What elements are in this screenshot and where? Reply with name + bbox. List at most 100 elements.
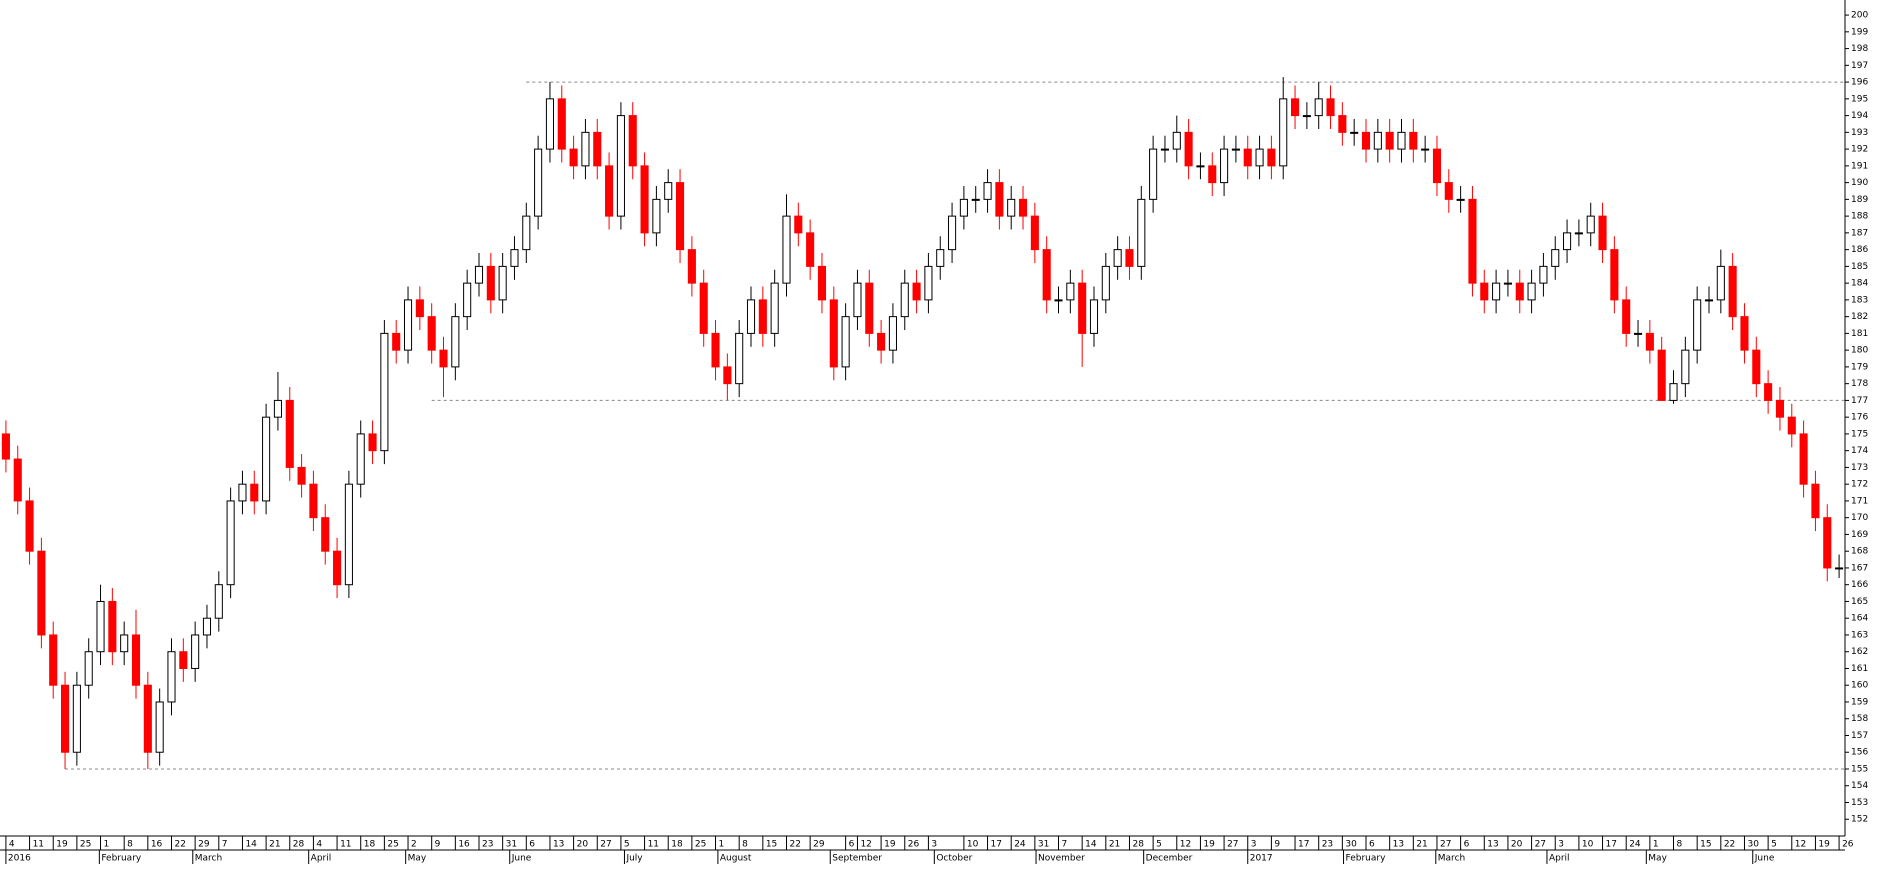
x-tick-label: 31 — [1038, 840, 1049, 850]
x-tick-label: 27 — [1227, 840, 1238, 850]
candle-body — [699, 282, 708, 334]
candle-body — [1811, 483, 1820, 519]
y-tick-label: 193 — [1851, 128, 1868, 138]
x-tick-label: 7 — [222, 840, 228, 850]
candle-body — [1291, 98, 1300, 117]
period-label: May — [408, 854, 427, 864]
candle-body — [427, 316, 436, 351]
candle-body — [593, 131, 602, 167]
y-tick-label: 171 — [1851, 496, 1868, 506]
candle-body — [1468, 198, 1477, 284]
x-tick-label: 27 — [1535, 840, 1546, 850]
candle-body — [569, 148, 578, 167]
candle-body — [191, 634, 200, 669]
candle-body — [1385, 131, 1394, 150]
candle-body — [120, 634, 129, 653]
candle-body — [1137, 198, 1146, 267]
y-tick-label: 182 — [1851, 312, 1868, 322]
candle-body — [888, 316, 897, 351]
candle-body — [605, 165, 614, 217]
candle-body — [1669, 383, 1678, 401]
candle-body — [1231, 148, 1240, 151]
candle-body — [474, 265, 484, 284]
candle-body — [1480, 282, 1489, 301]
candle-body — [1089, 299, 1099, 334]
candle-body — [758, 299, 767, 334]
y-tick-label: 157 — [1851, 731, 1868, 741]
y-tick-label: 172 — [1851, 480, 1868, 490]
y-tick-label: 152 — [1851, 815, 1868, 825]
period-label: 2016 — [8, 854, 31, 864]
candle-body — [1397, 131, 1406, 150]
x-tick-label: 25 — [695, 840, 706, 850]
candle-body — [486, 265, 495, 301]
candle-body — [664, 182, 673, 200]
y-tick-label: 161 — [1851, 664, 1868, 674]
candle-body — [403, 299, 413, 351]
candle-body — [936, 249, 945, 267]
period-label: August — [720, 854, 752, 864]
candle-body — [61, 684, 70, 753]
candle-body — [131, 634, 141, 686]
candle-body — [959, 198, 968, 217]
candle-body — [1350, 131, 1359, 134]
y-tick-label: 180 — [1851, 346, 1868, 356]
x-tick-label: 15 — [1700, 840, 1711, 850]
candle-body — [806, 232, 815, 267]
x-tick-label: 22 — [789, 840, 800, 850]
candle-body — [1598, 215, 1607, 251]
y-tick-label: 153 — [1851, 798, 1868, 808]
candle-body — [1302, 115, 1311, 118]
candle-body — [1409, 131, 1418, 150]
candle-body — [309, 483, 318, 519]
x-tick-label: 14 — [1085, 840, 1097, 850]
period-label: April — [311, 854, 332, 864]
candle-body — [616, 115, 625, 217]
y-tick-label: 166 — [1851, 580, 1868, 590]
x-tick-label: 27 — [1440, 840, 1451, 850]
candle-body — [463, 282, 472, 318]
y-tick-label: 199 — [1851, 27, 1868, 37]
candle-body — [1279, 98, 1288, 167]
candle-body — [1101, 265, 1110, 301]
x-tick-label: 16 — [458, 840, 470, 850]
candle-body — [1515, 282, 1524, 301]
candle-body — [1172, 131, 1181, 150]
x-tick-label: 3 — [931, 840, 937, 850]
candle-body — [108, 600, 117, 653]
y-tick-label: 190 — [1851, 178, 1868, 188]
y-tick-label: 162 — [1851, 647, 1868, 657]
y-tick-label: 179 — [1851, 362, 1868, 372]
candle-body — [1657, 349, 1666, 401]
candle-body — [1775, 399, 1784, 418]
candle-body — [285, 399, 294, 468]
x-tick-label: 5 — [1156, 840, 1162, 850]
candle-body — [344, 483, 353, 586]
x-tick-label: 1 — [719, 840, 725, 850]
candle-body — [392, 332, 401, 351]
x-tick-label: 4 — [316, 840, 322, 850]
candle-body — [1799, 433, 1808, 485]
period-label: March — [195, 854, 222, 864]
y-tick-label: 165 — [1851, 597, 1868, 607]
x-tick-label: 25 — [387, 840, 398, 850]
x-tick-label: 23 — [1322, 840, 1333, 850]
period-label: 2017 — [1250, 854, 1273, 864]
x-tick-label: 26 — [908, 840, 920, 850]
candle-body — [652, 198, 661, 234]
candle-body — [1681, 349, 1690, 385]
x-tick-label: 12 — [1180, 840, 1191, 850]
candle-body — [1066, 282, 1075, 301]
candle-body — [1030, 215, 1039, 251]
period-label: November — [1038, 854, 1085, 864]
candle-body — [451, 316, 460, 368]
x-tick-label: 11 — [648, 840, 659, 850]
candle-body — [534, 148, 543, 217]
candle-body — [971, 198, 980, 201]
y-tick-label: 168 — [1851, 547, 1868, 557]
candle-body — [297, 466, 306, 485]
y-tick-label: 191 — [1851, 161, 1868, 171]
candle-body — [1645, 332, 1654, 351]
y-tick-label: 197 — [1851, 61, 1868, 71]
candle-body — [900, 282, 909, 318]
